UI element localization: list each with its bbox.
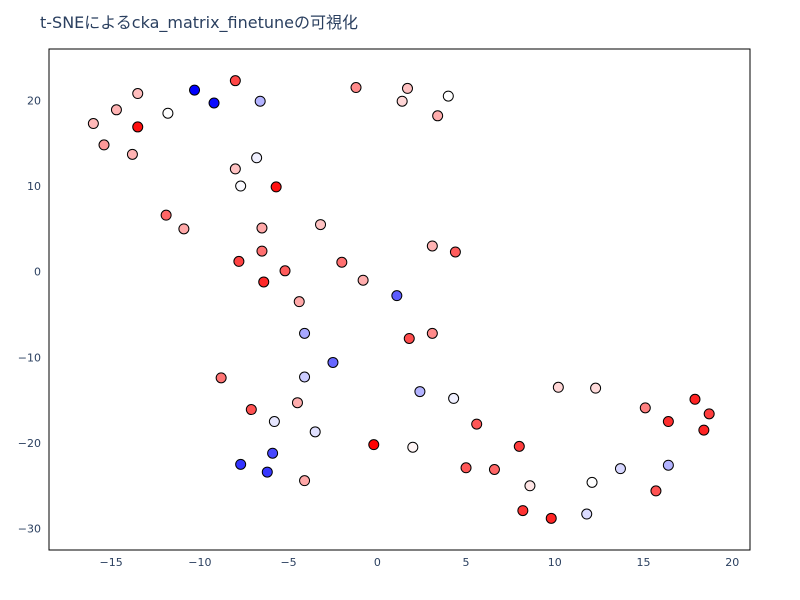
data-point[interactable]	[229, 75, 241, 87]
data-point[interactable]	[256, 245, 268, 257]
data-point[interactable]	[279, 265, 291, 277]
x-tick-label: 20	[725, 556, 739, 569]
data-point[interactable]	[299, 475, 311, 487]
data-point[interactable]	[336, 256, 348, 268]
data-point[interactable]	[256, 222, 268, 234]
data-point[interactable]	[258, 276, 270, 288]
data-point[interactable]	[407, 441, 419, 453]
data-point[interactable]	[245, 404, 257, 416]
y-tick-label: 0	[34, 266, 41, 279]
data-point[interactable]	[552, 381, 564, 393]
data-point[interactable]	[251, 152, 263, 164]
chart-title: t-SNEによるcka_matrix_finetuneの可視化	[40, 13, 359, 32]
x-tick-label: 10	[548, 556, 562, 569]
data-point[interactable]	[267, 447, 279, 459]
data-point[interactable]	[689, 393, 701, 405]
data-points	[87, 75, 715, 524]
data-point[interactable]	[299, 371, 311, 383]
data-point[interactable]	[639, 402, 651, 414]
data-point[interactable]	[662, 416, 674, 428]
data-point[interactable]	[233, 255, 245, 267]
data-point[interactable]	[449, 246, 461, 258]
data-point[interactable]	[160, 209, 172, 221]
data-point[interactable]	[517, 505, 529, 517]
data-point[interactable]	[698, 424, 710, 436]
x-tick-label: −15	[100, 556, 123, 569]
data-point[interactable]	[235, 458, 247, 470]
y-tick-label: −30	[18, 523, 41, 536]
data-point[interactable]	[586, 476, 598, 488]
x-tick-label: 5	[463, 556, 470, 569]
data-point[interactable]	[414, 386, 426, 398]
data-point[interactable]	[403, 332, 415, 344]
y-tick-label: −20	[18, 437, 41, 450]
data-point[interactable]	[401, 82, 413, 94]
data-point[interactable]	[126, 148, 138, 160]
data-point[interactable]	[432, 110, 444, 122]
data-point[interactable]	[396, 95, 408, 107]
data-point[interactable]	[293, 296, 305, 308]
data-point[interactable]	[581, 508, 593, 520]
x-tick-label: −10	[188, 556, 211, 569]
data-point[interactable]	[590, 382, 602, 394]
data-point[interactable]	[448, 392, 460, 404]
data-point[interactable]	[357, 274, 369, 286]
data-point[interactable]	[513, 440, 525, 452]
data-point[interactable]	[268, 416, 280, 428]
data-point[interactable]	[132, 88, 144, 100]
data-point[interactable]	[368, 439, 380, 451]
x-tick-label: 0	[374, 556, 381, 569]
data-point[interactable]	[350, 82, 362, 94]
data-point[interactable]	[189, 84, 201, 96]
data-point[interactable]	[442, 90, 454, 102]
data-point[interactable]	[132, 121, 144, 133]
data-point[interactable]	[98, 139, 110, 151]
data-point[interactable]	[650, 485, 662, 497]
data-point[interactable]	[614, 463, 626, 475]
data-point[interactable]	[426, 327, 438, 339]
data-point[interactable]	[270, 181, 282, 193]
y-axis-ticks: −30 −20 −10 0 10 20	[18, 94, 41, 535]
data-point[interactable]	[235, 180, 247, 192]
data-point[interactable]	[215, 372, 227, 384]
data-point[interactable]	[291, 397, 303, 409]
data-point[interactable]	[460, 462, 472, 474]
data-point[interactable]	[488, 463, 500, 475]
data-point[interactable]	[426, 240, 438, 252]
data-point[interactable]	[87, 118, 99, 130]
data-point[interactable]	[315, 219, 327, 231]
data-point[interactable]	[261, 466, 273, 478]
data-point[interactable]	[162, 107, 174, 119]
x-axis-ticks: −15 −10 −5 0 5 10 15 20	[100, 556, 740, 569]
x-tick-label: 15	[637, 556, 651, 569]
plot-frame	[48, 48, 751, 551]
data-point[interactable]	[703, 408, 715, 420]
data-point[interactable]	[327, 356, 339, 368]
data-point[interactable]	[208, 97, 220, 109]
x-tick-label: −5	[280, 556, 296, 569]
data-point[interactable]	[229, 163, 241, 175]
data-point[interactable]	[471, 418, 483, 430]
data-point[interactable]	[299, 327, 311, 339]
data-point[interactable]	[524, 480, 536, 492]
y-tick-label: 20	[27, 94, 41, 107]
data-point[interactable]	[110, 104, 122, 116]
y-tick-label: −10	[18, 351, 41, 364]
data-point[interactable]	[309, 426, 321, 438]
data-point[interactable]	[254, 95, 266, 107]
y-tick-label: 10	[27, 180, 41, 193]
data-point[interactable]	[662, 459, 674, 471]
data-point[interactable]	[391, 290, 403, 302]
data-point[interactable]	[178, 223, 190, 235]
data-point[interactable]	[545, 512, 557, 524]
